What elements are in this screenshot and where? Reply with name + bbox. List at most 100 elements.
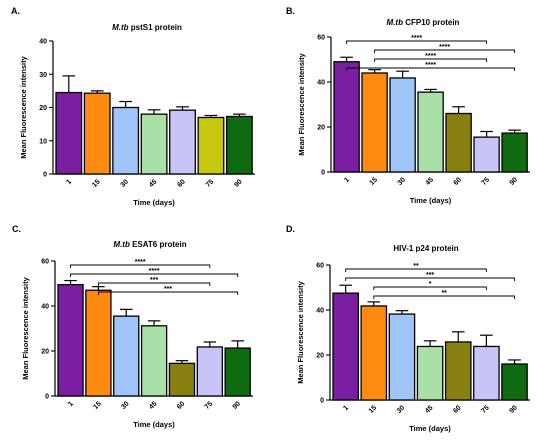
x-tick-label: 90 (233, 178, 244, 189)
significance-bracket: **** (70, 268, 239, 277)
bar-75 (197, 116, 225, 175)
significance-bracket: **** (346, 62, 516, 71)
x-tick-label: 1 (65, 178, 73, 186)
bar-90 (224, 347, 251, 397)
panel-2: B. M.tb CFP10 protein 0 20 40 60 Mean Fluoresc… (286, 6, 530, 205)
significance-bracket: *** (97, 277, 211, 286)
panel-title: M.tb pstS1 protein (112, 23, 182, 32)
x-tick-label: 15 (92, 400, 103, 411)
y-tick-label: 40 (317, 80, 325, 87)
bar-60 (168, 362, 196, 397)
bar-30 (389, 77, 416, 173)
x-tick-label: 30 (120, 178, 131, 189)
x-axis-label: Time (days) (133, 420, 175, 429)
bar-45 (140, 325, 168, 397)
y-tick-label: 10 (39, 138, 47, 145)
significance-bracket: **** (374, 44, 516, 53)
panel-1: A. M.tb pstS1 protein 0 10 20 30 40 Mean Fluore… (11, 6, 255, 207)
significance-label: *** (150, 277, 158, 284)
bracket-line (374, 49, 516, 53)
significance-bracket: **** (374, 53, 488, 62)
bar-30 (388, 313, 416, 401)
x-axis-label: Time (days) (409, 424, 451, 433)
x-tick-label: 75 (481, 176, 492, 187)
bar-60 (445, 112, 472, 173)
bracket-line (374, 58, 488, 62)
x-tick-label: 90 (509, 176, 520, 187)
bracket-line (346, 40, 488, 44)
bar-75 (473, 136, 500, 173)
x-tick-label: 60 (452, 404, 463, 415)
panel-letter: C. (12, 224, 21, 234)
bracket-line (373, 295, 515, 299)
bar-75 (473, 345, 500, 401)
y-axis-label: Mean Fluorescence intensity (21, 276, 30, 379)
x-tick-label: 30 (397, 176, 408, 187)
y-axis-label: Mean Fluorescence intensity (297, 52, 306, 155)
significance-label: **** (439, 44, 450, 51)
x-tick-label: 1 (343, 176, 351, 184)
x-tick-label: 45 (148, 400, 159, 411)
significance-label: **** (425, 62, 436, 69)
x-tick-label: 15 (368, 404, 379, 415)
significance-label: *** (426, 272, 434, 279)
significance-label: *** (164, 286, 172, 293)
y-tick-label: 0 (321, 170, 325, 177)
y-tick-label: 0 (320, 398, 324, 405)
significance-bracket: **** (70, 259, 211, 268)
x-tick-label: 60 (453, 176, 464, 187)
bar-1 (332, 292, 359, 401)
y-tick-label: 60 (317, 35, 325, 42)
bar-45 (416, 345, 444, 401)
panel-letter: D. (286, 224, 295, 234)
y-axis-label: Mean Fluorescence intensity (19, 55, 28, 158)
significance-label: * (429, 281, 432, 288)
panel-letter: B. (286, 6, 295, 16)
significance-label: ** (441, 290, 447, 297)
bracket-line (70, 264, 211, 268)
x-axis-label: Time (days) (410, 196, 452, 205)
x-axis-label: Time (days) (133, 198, 175, 207)
x-tick-label: 75 (204, 400, 215, 411)
significance-label: **** (149, 268, 160, 275)
bracket-line (345, 277, 515, 281)
x-tick-label: 15 (91, 178, 102, 189)
y-tick-label: 20 (41, 349, 49, 356)
panel-3: C. M.tb ESAT6 protein 0 20 40 60 Mean Fluoresc… (12, 224, 253, 429)
significance-bracket: ** (373, 290, 515, 299)
x-tick-label: 1 (67, 400, 75, 408)
bracket-line (345, 268, 487, 272)
y-tick-label: 60 (316, 263, 324, 270)
x-tick-label: 45 (425, 176, 436, 187)
bar-90 (225, 115, 253, 175)
x-tick-label: 60 (176, 400, 187, 411)
x-tick-label: 90 (232, 400, 243, 411)
significance-label: **** (425, 53, 436, 60)
bar-60 (169, 109, 196, 175)
bracket-line (97, 282, 211, 286)
bar-75 (196, 346, 224, 397)
x-tick-label: 30 (120, 400, 131, 411)
bracket-line (70, 273, 239, 277)
bracket-line (97, 291, 239, 295)
significance-label: **** (411, 35, 422, 42)
significance-bracket: ** (345, 263, 487, 272)
y-tick-label: 40 (39, 39, 47, 46)
y-tick-label: 0 (45, 394, 49, 401)
panel-title: M.tb CFP10 protein (387, 18, 460, 27)
bar-15 (83, 92, 111, 175)
x-tick-label: 45 (148, 178, 159, 189)
bar-1 (57, 283, 84, 397)
y-tick-label: 40 (316, 308, 324, 315)
bar-15 (361, 72, 388, 173)
y-tick-label: 20 (316, 353, 324, 360)
significance-bracket: **** (346, 35, 488, 44)
y-tick-label: 40 (41, 304, 49, 311)
x-tick-label: 90 (508, 404, 519, 415)
x-tick-label: 1 (342, 404, 350, 412)
bar-30 (112, 106, 140, 175)
x-tick-label: 30 (396, 404, 407, 415)
panel-4: D. HIV-1 p24 protein 0 20 40 60 Mean Fluoresce… (286, 224, 530, 433)
significance-bracket: *** (345, 272, 515, 281)
